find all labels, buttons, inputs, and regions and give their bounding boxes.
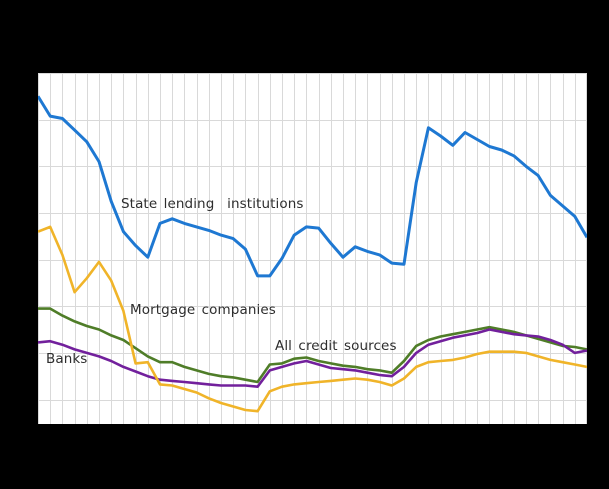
series-line-banks — [38, 328, 587, 389]
chart-canvas — [38, 73, 587, 424]
series-label-state-lending-institutions: State lending institutions — [121, 196, 304, 212]
series-line-state-lending-institutions — [38, 95, 587, 278]
series-line-mortgage-companies — [38, 225, 587, 413]
series-label-mortgage-companies: Mortgage companies — [130, 302, 276, 318]
series-line-all-credit-sources — [38, 307, 587, 384]
series-label-all-credit-sources: All credit sources — [275, 338, 397, 354]
series-label-banks: Banks — [46, 351, 88, 367]
chart-plot-area: State lending institutions Mortgage comp… — [38, 73, 587, 424]
gridlines — [38, 73, 587, 424]
